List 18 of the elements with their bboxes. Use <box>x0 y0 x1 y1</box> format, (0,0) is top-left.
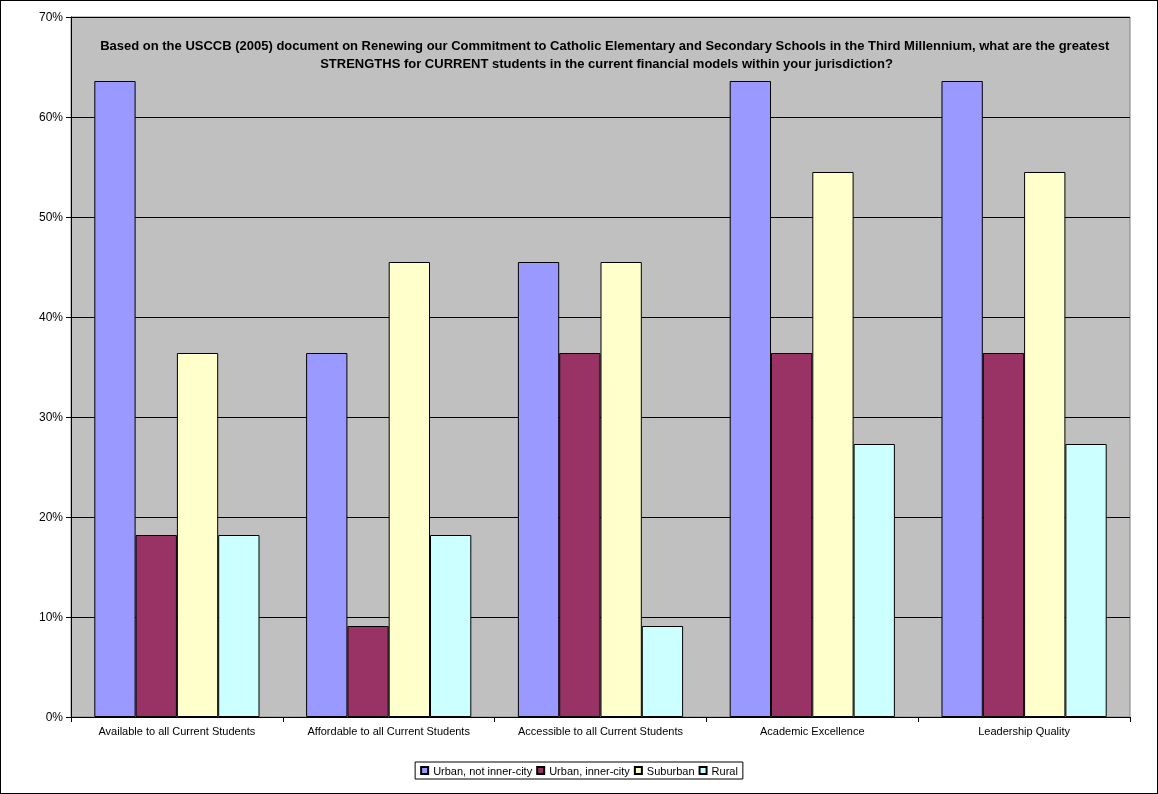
legend-label: Urban, inner-city <box>549 764 631 777</box>
y-tick-label: 40% <box>38 310 64 324</box>
y-tick-label: 0% <box>45 710 64 724</box>
y-tick-label: 30% <box>38 410 64 424</box>
y-tick-label: 10% <box>38 610 64 624</box>
y-tick-label: 70% <box>38 10 64 24</box>
legend-label: Urban, not inner-city <box>433 764 533 777</box>
legend-label: Suburban <box>646 764 695 777</box>
y-tick-label: 50% <box>38 210 64 224</box>
x-tick-label: Available to all Current Students <box>98 724 256 737</box>
x-tick-label: Leadership Quality <box>978 724 1071 737</box>
y-tick-label: 60% <box>38 110 64 124</box>
text: Based on the USCCB (2005) document on Renewing our Commitment to Catholic Elementary and Secondary Schools in the Third Millennium, what are the greatest STRENGTHS for CURRENT students in the current financial models within your jurisdiction? <box>100 37 1113 71</box>
x-tick-label: Academic Excellence <box>760 724 865 737</box>
x-tick-label: Accessible to all Current Students <box>517 724 684 737</box>
legend-label: Rural <box>711 764 738 777</box>
x-tick-label: Affordable to all Current Students <box>307 724 471 737</box>
y-tick-label: 20% <box>38 510 64 524</box>
